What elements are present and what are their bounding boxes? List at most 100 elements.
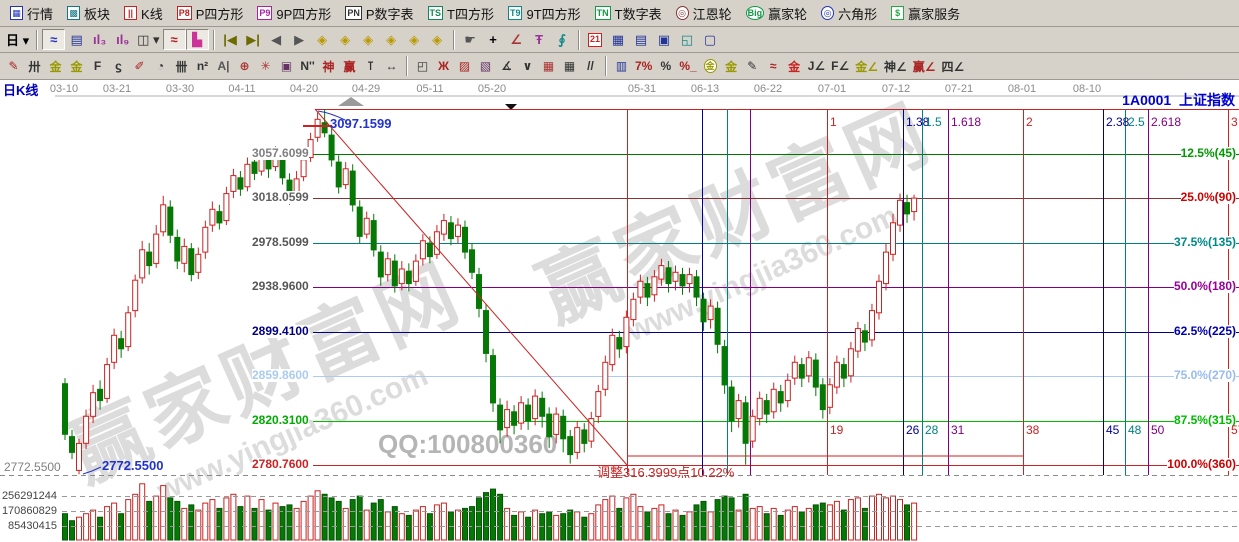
gauge-circle-tool[interactable]: ◔ — [156, 59, 165, 73]
gold-circle-tool[interactable]: 金 — [700, 56, 721, 77]
fan-lines-tool[interactable]: Ж — [438, 59, 449, 73]
ruler-plain-tool[interactable]: 卅 — [28, 59, 41, 74]
diamond-expand-all-button[interactable]: ◈ — [409, 31, 420, 47]
gann-t-tool[interactable]: Ŧ — [535, 32, 544, 47]
mirror-a-tool[interactable]: A| — [217, 59, 230, 73]
gold-underline-tool[interactable]: 金 — [788, 59, 801, 74]
volume-color-chart-tool[interactable]: ▙ — [185, 29, 209, 50]
price-level-label: 3018.0599 — [252, 190, 309, 205]
candle-style-dropdown[interactable]: ◫ ▾ — [137, 31, 160, 47]
system-pc-button[interactable]: ▢ — [703, 31, 717, 47]
red-marker-tool[interactable]: ✐ — [134, 59, 145, 73]
ruler-dense-tool[interactable]: 卌 — [175, 59, 188, 74]
cycle-tool[interactable]: ∮ — [558, 31, 566, 47]
menu-item-p-square[interactable]: P8 P四方形 — [170, 3, 251, 24]
gold-line-tool[interactable]: 金 — [725, 59, 738, 74]
grid-tool[interactable]: ▦ — [542, 59, 555, 73]
menu-item-9p-square[interactable]: P9 9P四方形 — [250, 3, 338, 24]
menu-item-winner-service[interactable]: $ 赢家服务 — [884, 3, 967, 24]
zigzag-lines-tool[interactable]: ∨ — [522, 59, 533, 73]
scale-chart-tool[interactable]: ▥ — [615, 59, 628, 73]
bars-3-button[interactable]: ıl₃ — [93, 32, 107, 47]
menu-item-quotes[interactable]: ▦ 行情 — [3, 3, 60, 24]
percent-tool[interactable]: % — [660, 59, 672, 73]
radial-star-tool[interactable]: ✳ — [260, 59, 271, 73]
menu-item-sectors[interactable]: ▩ 板块 — [60, 3, 117, 24]
menu-item-9t-square[interactable]: T9 9T四方形 — [501, 3, 588, 24]
diamond-compress-all-button[interactable]: ◈ — [432, 31, 443, 47]
target-cross-tool[interactable]: ⊕ — [239, 59, 250, 73]
last-bar-button[interactable]: ▶| — [246, 31, 260, 47]
ruler-shen-tool[interactable]: 神 — [322, 59, 335, 74]
diamond-shift-right-button[interactable]: ◈ — [340, 31, 351, 47]
box-ruler-tool[interactable]: ◰ — [416, 59, 429, 73]
menu-item-label: 9T四方形 — [526, 6, 581, 22]
calculator-button[interactable]: ▦ — [611, 31, 625, 47]
menu-item-t-table[interactable]: TN T数字表 — [588, 3, 669, 24]
wave-band-tool[interactable]: ≈ — [769, 59, 777, 73]
grid-arrow-tool[interactable]: ▦ — [563, 59, 576, 73]
crosshair-tool[interactable]: + — [489, 32, 497, 47]
percent-level-label: 25.0%(90) — [1180, 190, 1236, 205]
date-axis-label: 08-01 — [1007, 83, 1037, 95]
time-ratio-label: 2.38 — [1106, 115, 1130, 129]
menu-item-gann-wheel[interactable]: ◎ 江恩轮 — [669, 3, 739, 24]
period-day-selector[interactable]: 日 ▾ — [6, 33, 30, 48]
price-level-label: 2780.7600 — [252, 457, 309, 472]
diamond-shift-left-button[interactable]: ◈ — [317, 31, 328, 47]
ruler-gold-1-tool[interactable]: 金 — [49, 59, 62, 74]
date-axis-label: 08-10 — [1072, 83, 1102, 95]
menu-item-hexagon[interactable]: ◎ 六角形 — [814, 3, 884, 24]
angle-lines-tool[interactable]: ∡ — [501, 59, 512, 73]
parallel-lines-tool[interactable]: // — [587, 59, 594, 73]
first-bar-button[interactable]: |◀ — [223, 31, 237, 47]
menu-item-winner-wheel[interactable]: Big 赢家轮 — [739, 3, 815, 24]
angle-j-tool[interactable]: J∠ — [807, 59, 826, 73]
time-count-label: 45 — [1106, 423, 1120, 437]
export-net-button[interactable]: ◱ — [680, 31, 694, 47]
angle-f-tool[interactable]: F∠ — [831, 59, 850, 73]
trend-wave-tool[interactable]: ≈ — [42, 29, 66, 50]
percent-7-tool[interactable]: 7% — [635, 59, 653, 73]
notes-button[interactable]: ▤ — [634, 31, 648, 47]
menu-item-label: 赢家轮 — [768, 6, 808, 22]
hand-tool[interactable]: ☛ — [464, 31, 476, 47]
calendar-21-button[interactable]: 21 — [584, 29, 607, 50]
menu-item-t-square[interactable]: TS T四方形 — [421, 3, 501, 24]
diamond-compress-button[interactable]: ◈ — [386, 31, 397, 47]
ruler-gold-2-tool[interactable]: 金 — [70, 59, 83, 74]
ruler-ying-tool[interactable]: 赢 — [343, 59, 356, 74]
volume-scale-label: 256291244 — [1, 490, 57, 502]
toolbar-separator — [577, 29, 580, 50]
gann-chart-canvas[interactable] — [0, 80, 1239, 542]
angle-gold-tool[interactable]: 金∠ — [855, 59, 878, 74]
draw-pen-tool[interactable]: ✎ — [8, 59, 19, 73]
percent-level-label: 100.0%(360) — [1167, 457, 1236, 472]
angle-measure-tool[interactable]: ∠ — [510, 31, 522, 47]
next-bar-button[interactable]: ▶ — [294, 31, 305, 47]
menu-item-p-table[interactable]: PN P数字表 — [338, 3, 420, 24]
fan-box-tool[interactable]: ▨ — [458, 59, 471, 73]
period-label: 日K线 — [3, 83, 39, 98]
angle-shen-tool[interactable]: 神∠ — [883, 59, 907, 74]
menu-item-kline[interactable]: || K线 — [117, 3, 170, 24]
info-list-button[interactable]: ▤ — [70, 31, 83, 47]
prev-bar-button[interactable]: ◀ — [271, 31, 282, 47]
angle-ying-tool[interactable]: 赢∠ — [912, 59, 936, 74]
percent-line-tool[interactable]: %_ — [679, 59, 697, 73]
red-wave-tool[interactable]: ≈ — [162, 29, 186, 50]
ruler-n2-tool[interactable]: n² — [196, 59, 209, 73]
n-wave-tool[interactable]: Ν'' — [300, 59, 315, 73]
diamond-expand-button[interactable]: ◈ — [363, 31, 374, 47]
fan-box-2-tool[interactable]: ▧ — [479, 59, 492, 73]
ruler-f-tool[interactable]: F — [93, 59, 102, 73]
span-arrow-tool[interactable]: ↔ — [385, 59, 398, 73]
save-button[interactable]: ▣ — [657, 31, 671, 47]
spiral-tool[interactable]: ϛ — [115, 59, 122, 73]
angle-si-tool[interactable]: 四∠ — [941, 59, 965, 74]
pen-bars-tool[interactable]: ✎ — [747, 59, 758, 73]
radial-box-tool[interactable]: ▣ — [280, 59, 293, 73]
bars-9-button[interactable]: ıl₉ — [116, 32, 130, 47]
calendar-21-button-icon: 21 — [588, 32, 603, 47]
ruler-123-tool[interactable]: ⊺ — [367, 59, 374, 73]
